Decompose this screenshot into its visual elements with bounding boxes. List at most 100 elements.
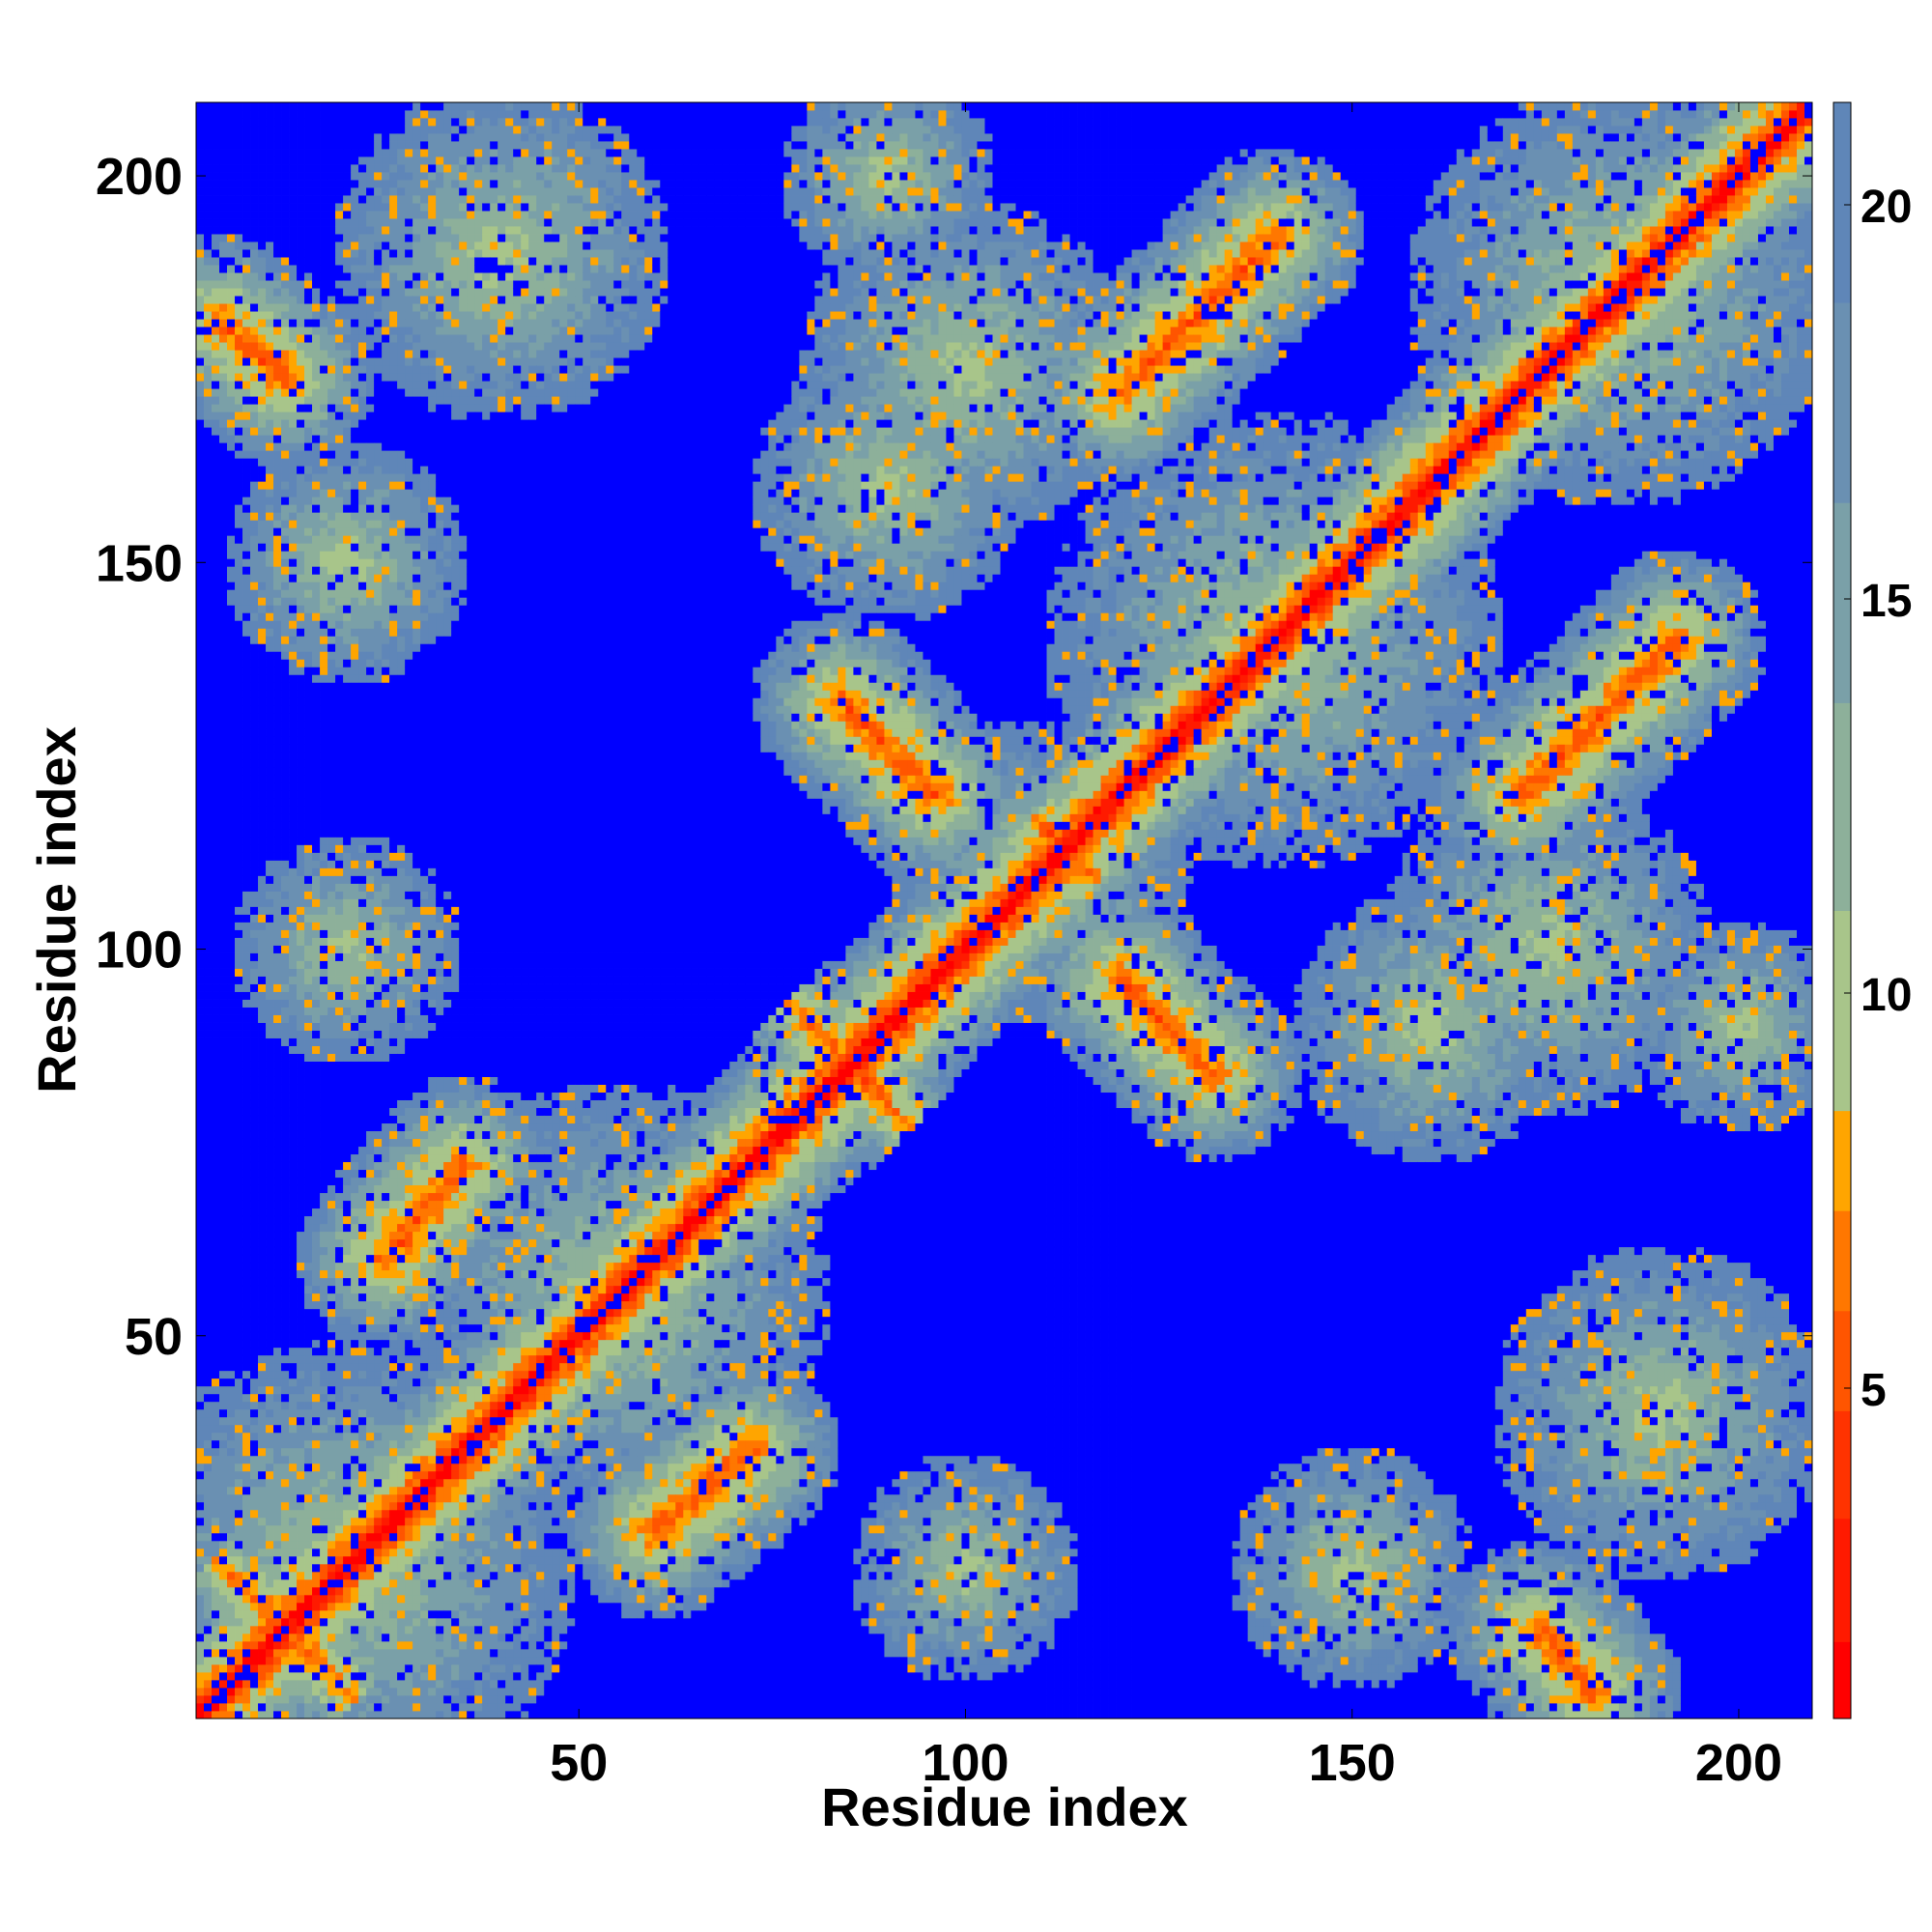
heatmap-cell	[289, 466, 298, 474]
heatmap-cell	[273, 1061, 282, 1069]
heatmap-cell	[219, 991, 228, 1000]
heatmap-cell	[273, 558, 282, 567]
heatmap-cell	[320, 373, 328, 382]
heatmap-cell	[250, 782, 259, 791]
heatmap-cell	[320, 914, 328, 923]
heatmap-cell	[320, 296, 328, 304]
heatmap-cell	[358, 319, 367, 327]
heatmap-cell	[242, 1262, 251, 1271]
heatmap-cell	[351, 1161, 359, 1171]
heatmap-cell	[289, 1648, 298, 1658]
heatmap-cell	[366, 991, 375, 1000]
heatmap-cell	[366, 1339, 375, 1349]
heatmap-cell	[281, 1045, 290, 1054]
heatmap-cell	[212, 1586, 220, 1596]
heatmap-cell	[273, 945, 282, 953]
heatmap-cell	[196, 1223, 205, 1233]
heatmap-cell	[366, 1563, 375, 1573]
heatmap-cell	[289, 806, 298, 814]
heatmap-cell	[289, 582, 298, 590]
heatmap-cell	[289, 1323, 298, 1333]
heatmap-cell	[273, 643, 282, 652]
heatmap-cell	[250, 288, 259, 297]
heatmap-cell	[204, 674, 213, 683]
heatmap-cell	[242, 1648, 251, 1658]
heatmap-cell	[358, 1238, 367, 1248]
heatmap-cell	[366, 1107, 375, 1117]
heatmap-cell	[227, 558, 236, 567]
heatmap-cell	[196, 713, 205, 722]
heatmap-cell	[343, 1092, 352, 1101]
heatmap-cell	[204, 1007, 213, 1015]
heatmap-cell	[235, 265, 243, 273]
heatmap-cell	[304, 1455, 313, 1464]
heatmap-cell	[320, 242, 328, 250]
heatmap-cell	[304, 752, 313, 760]
heatmap-cell	[227, 1007, 236, 1015]
heatmap-cell	[204, 1223, 213, 1233]
heatmap-cell	[289, 860, 298, 868]
heatmap-cell	[212, 1424, 220, 1434]
heatmap-cell	[351, 1331, 359, 1341]
heatmap-cell	[297, 1223, 305, 1233]
heatmap-cell	[219, 705, 228, 714]
heatmap-cell	[312, 1208, 321, 1217]
heatmap-cell	[366, 1663, 375, 1673]
heatmap-cell	[266, 1663, 274, 1673]
heatmap-cell	[281, 1138, 290, 1148]
heatmap-cell	[219, 187, 228, 196]
heatmap-cell	[304, 102, 313, 111]
heatmap-cell	[366, 1300, 375, 1310]
heatmap-cell	[227, 1694, 236, 1704]
heatmap-cell	[258, 527, 267, 536]
heatmap-cell	[304, 1161, 313, 1171]
heatmap-cell	[227, 682, 236, 691]
heatmap-cell	[242, 1501, 251, 1511]
heatmap-cell	[297, 643, 305, 652]
heatmap-cell	[227, 1501, 236, 1511]
heatmap-cell	[335, 875, 344, 884]
heatmap-cell	[304, 1594, 313, 1604]
heatmap-cell	[320, 605, 328, 613]
heatmap-cell	[204, 1238, 213, 1248]
heatmap-cell	[273, 1640, 282, 1650]
heatmap-cell	[258, 180, 267, 188]
heatmap-cell	[351, 1540, 359, 1549]
heatmap-cell	[204, 829, 213, 838]
heatmap-cell	[235, 914, 243, 923]
heatmap-cell	[219, 914, 228, 923]
heatmap-cell	[374, 620, 383, 629]
heatmap-cell	[273, 350, 282, 358]
heatmap-cell	[335, 697, 344, 706]
heatmap-cell	[242, 249, 251, 258]
heatmap-cell	[304, 860, 313, 868]
heatmap-cell	[227, 597, 236, 606]
heatmap-cell	[289, 620, 298, 629]
heatmap-cell	[219, 1153, 228, 1163]
heatmap-cell	[250, 829, 259, 838]
heatmap-cell	[242, 636, 251, 644]
heatmap-cell	[196, 1231, 205, 1240]
heatmap-cell	[235, 1238, 243, 1248]
heatmap-cell	[281, 1694, 290, 1704]
heatmap-cell	[289, 1300, 298, 1310]
heatmap-cell	[258, 396, 267, 405]
heatmap-cell	[304, 1146, 313, 1155]
heatmap-cell	[358, 1578, 367, 1588]
heatmap-cell	[266, 218, 274, 227]
heatmap-cell	[227, 1432, 236, 1441]
heatmap-cell	[343, 1548, 352, 1557]
heatmap-cell	[273, 126, 282, 134]
heatmap-cell	[227, 195, 236, 204]
heatmap-cell	[219, 821, 228, 830]
heatmap-cell	[289, 1192, 298, 1202]
heatmap-cell	[335, 203, 344, 212]
heatmap-cell	[312, 945, 321, 953]
heatmap-cell	[297, 334, 305, 343]
heatmap-cell	[273, 968, 282, 977]
heatmap-cell	[235, 1339, 243, 1349]
heatmap-cell	[273, 914, 282, 923]
heatmap-cell	[235, 543, 243, 552]
heatmap-cell	[289, 1238, 298, 1248]
heatmap-cell	[219, 497, 228, 505]
